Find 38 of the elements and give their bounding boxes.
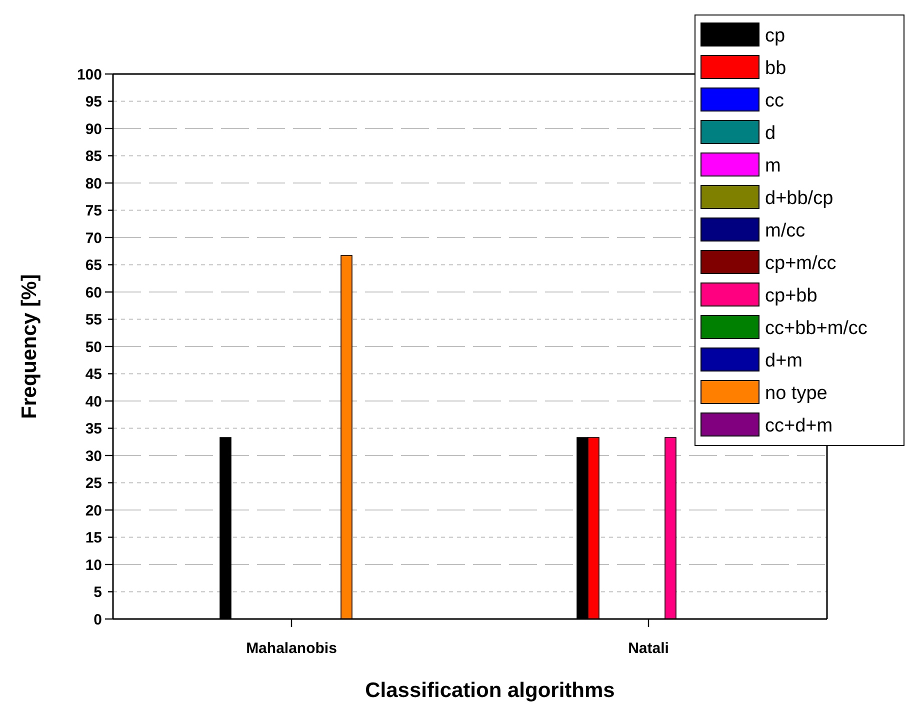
x-tick-label: Mahalanobis (246, 640, 337, 657)
y-tick-label: 100 (76, 66, 102, 84)
legend-label: cc (765, 90, 784, 112)
y-tick-label: 50 (85, 338, 102, 356)
legend-label: cc+d+m (765, 416, 833, 437)
y-tick-label: 55 (85, 312, 102, 328)
x-tick-label: Natali (628, 640, 669, 657)
legend-label: cp+bb (765, 286, 818, 307)
y-tick-label: 15 (85, 530, 102, 546)
y-tick-label: 5 (94, 584, 102, 601)
legend-label: m/cc (765, 220, 806, 242)
y-tick-label: 60 (85, 284, 102, 302)
legend-label: cc+bb+m/cc (765, 318, 868, 340)
y-tick-label: 65 (85, 257, 102, 274)
y-tick-label: 20 (85, 502, 102, 520)
y-tick-label: 75 (85, 202, 102, 220)
y-tick-label: 25 (85, 475, 102, 492)
legend-label: no type (765, 383, 828, 404)
y-tick-label: 0 (94, 611, 102, 628)
y-tick-label: 80 (85, 175, 102, 192)
y-axis-title: Frequency [%] (18, 274, 41, 419)
y-tick-label: 90 (85, 120, 102, 138)
y-tick-label: 70 (85, 230, 102, 247)
y-tick-label: 10 (85, 556, 102, 574)
legend-label: bb (765, 58, 786, 80)
legend-label: d (765, 123, 776, 144)
y-tick-label: 45 (85, 366, 102, 383)
legend-label: cp+m/cc (765, 253, 836, 274)
y-tick-label: 95 (85, 94, 102, 110)
legend-label: cp (765, 26, 786, 47)
y-tick-label: 40 (85, 393, 102, 410)
y-tick-label: 85 (85, 148, 102, 165)
x-axis-title: Classification algorithms (365, 679, 615, 702)
y-tick-label: 30 (85, 448, 102, 465)
legend-label: d+m (765, 350, 802, 372)
y-tick-label: 35 (85, 420, 102, 438)
legend-label: m (765, 156, 781, 177)
legend-label: d+bb/cp (765, 188, 834, 210)
